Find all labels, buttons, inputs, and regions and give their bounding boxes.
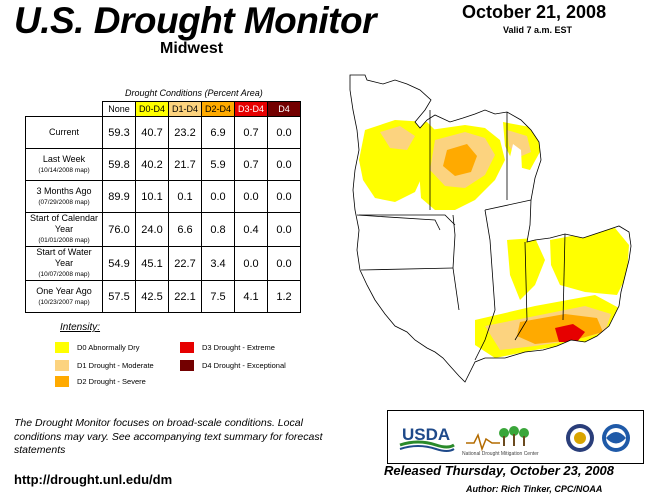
table-cell: 7.5: [201, 280, 235, 313]
row-label-date: (10/14/2008 map): [38, 166, 90, 174]
table-cell: 0.7: [234, 116, 268, 149]
table-cell: 40.2: [135, 148, 169, 181]
row-label-text: Start of Calendar Year: [29, 213, 99, 234]
commerce-seal-icon: [566, 424, 594, 452]
legend-swatch: [55, 342, 69, 353]
row-label: 3 Months Ago (07/29/2008 map): [25, 180, 103, 213]
table-row: One Year Ago (10/23/2007 map) 57.5 42.5 22.1…: [25, 280, 301, 313]
table-cell: 3.4: [201, 246, 235, 281]
table-header-row: None D0-D4 D1-D4 D2-D4 D3-D4 D4: [25, 101, 301, 117]
table-cell: 24.0: [135, 212, 169, 247]
table-row: Start of Calendar Year (01/01/2008 map) 76…: [25, 212, 301, 247]
legend-swatch: [180, 342, 194, 353]
ndmc-logo: National Drought Mitigation Center: [462, 426, 539, 457]
table-cell: 0.0: [234, 246, 268, 281]
column-header: D0-D4: [135, 101, 169, 117]
table-cell: 10.1: [135, 180, 169, 213]
row-label: Start of Water Year (10/07/2008 map): [25, 246, 103, 281]
table-cell: 57.5: [102, 280, 136, 313]
table-cell: 0.7: [234, 148, 268, 181]
usda-logo: USDA: [399, 425, 455, 452]
legend-swatch: [55, 376, 69, 387]
noaa-logo-icon: [602, 424, 630, 452]
table-cell: 0.0: [234, 180, 268, 213]
map-date: October 21, 2008: [462, 2, 607, 22]
table-cell: 0.4: [234, 212, 268, 247]
row-label-text: Start of Water Year: [36, 247, 92, 268]
page-title: U.S. Drought Monitor: [14, 0, 377, 41]
table-cell: 0.0: [267, 116, 301, 149]
row-label-date: (07/29/2008 map): [38, 198, 90, 206]
table-cell: 4.1: [234, 280, 268, 313]
table-cell: 59.3: [102, 116, 136, 149]
table-cell: 22.7: [168, 246, 202, 281]
website-link[interactable]: http://drought.unl.edu/dm: [14, 472, 173, 487]
table-cell: 42.5: [135, 280, 169, 313]
footnote: The Drought Monitor focuses on broad-sca…: [14, 417, 323, 456]
release-date: Released Thursday, October 23, 2008: [384, 463, 615, 478]
row-label-text: Current: [48, 127, 79, 137]
column-header: D4: [267, 101, 301, 117]
table-cell: 0.0: [267, 180, 301, 213]
table-row: 3 Months Ago (07/29/2008 map) 89.9 10.1 0.1 0…: [25, 180, 301, 213]
table-cell: 21.7: [168, 148, 202, 181]
row-label: Last Week (10/14/2008 map): [25, 148, 103, 181]
row-label-date: (10/07/2008 map): [38, 271, 90, 278]
row-label-text: One Year Ago: [36, 285, 92, 296]
author: Author: Rich Tinker, CPC/NOAA: [466, 484, 603, 494]
table-row: Last Week (10/14/2008 map) 59.8 40.2 21.7 5.9…: [25, 148, 301, 181]
logos-svg: USDA National Drought Mitigation Center: [399, 424, 630, 457]
table-cell: 0.0: [267, 246, 301, 281]
table-cell: 0.0: [267, 148, 301, 181]
ndmc-logo-text: National Drought Mitigation Center: [462, 451, 539, 457]
drought-map: [349, 74, 632, 383]
row-label-text: 3 Months Ago: [36, 185, 92, 196]
row-label: Current: [25, 116, 103, 149]
row-label: One Year Ago (10/23/2007 map): [25, 280, 103, 313]
legend-title: Intensity:: [60, 322, 101, 333]
table-cell: 59.8: [102, 148, 136, 181]
table-corner: [25, 101, 103, 117]
table-row: Current 59.3 40.7 23.2 6.9 0.7 0.0: [25, 116, 301, 149]
table-cell: 0.0: [201, 180, 235, 213]
row-label-date: (10/23/2007 map): [38, 298, 90, 306]
table-cell: 5.9: [201, 148, 235, 181]
column-header: D3-D4: [234, 101, 268, 117]
table-cell: 45.1: [135, 246, 169, 281]
table-cell: 40.7: [135, 116, 169, 149]
column-header: D1-D4: [168, 101, 202, 117]
legend-swatch: [55, 360, 69, 371]
row-label: Start of Calendar Year (01/01/2008 map): [25, 212, 103, 247]
legend-label: D0 Abnormally Dry: [77, 343, 140, 352]
table-cell: 0.1: [168, 180, 202, 213]
column-header: D2-D4: [201, 101, 235, 117]
table-cell: 6.9: [201, 116, 235, 149]
table-cell: 0.8: [201, 212, 235, 247]
row-label-date: (01/01/2008 map): [38, 237, 90, 244]
table-cell: 22.1: [168, 280, 202, 313]
table-cell: 6.6: [168, 212, 202, 247]
legend-swatch: [180, 360, 194, 371]
valid-time: Valid 7 a.m. EST: [503, 25, 573, 35]
table-row: Start of Water Year (10/07/2008 map) 54.9 4…: [25, 246, 301, 281]
partner-logos: USDA National Drought Mitigation Center: [387, 410, 644, 464]
table-cell: 76.0: [102, 212, 136, 247]
drought-conditions-table: None D0-D4 D1-D4 D2-D4 D3-D4 D4 Current 5…: [25, 101, 301, 313]
table-cell: 54.9: [102, 246, 136, 281]
region-label: Midwest: [160, 40, 224, 57]
legend-label: D2 Drought - Severe: [77, 377, 146, 386]
table-caption: Drought Conditions (Percent Area): [125, 88, 263, 98]
table-cell: 0.0: [267, 212, 301, 247]
legend-label: D1 Drought - Moderate: [77, 361, 154, 370]
legend-label: D4 Drought - Exceptional: [202, 361, 286, 370]
table-cell: 1.2: [267, 280, 301, 313]
table-cell: 23.2: [168, 116, 202, 149]
column-header: None: [102, 101, 136, 117]
row-label-text: Last Week: [42, 153, 86, 164]
usda-logo-text: USDA: [402, 425, 450, 444]
table-cell: 89.9: [102, 180, 136, 213]
legend-label: D3 Drought - Extreme: [202, 343, 275, 352]
